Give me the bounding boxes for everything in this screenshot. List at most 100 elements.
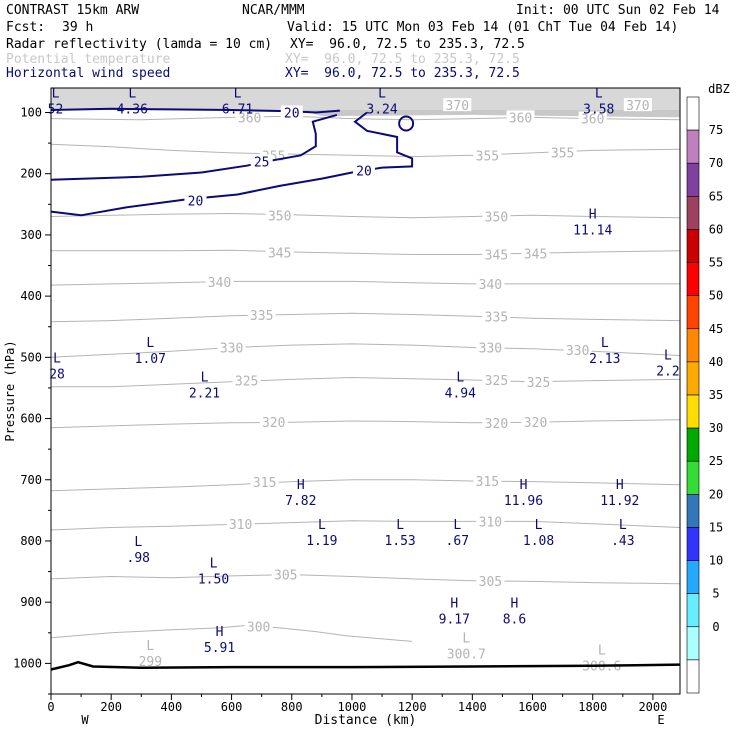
wind-contour-label: 25	[254, 155, 270, 170]
theta-label: 320	[485, 417, 508, 432]
theta-isentrope-360	[50, 115, 681, 121]
colorbar-label: 75	[709, 123, 723, 137]
colorbar-swatch	[686, 361, 700, 396]
wind-extremum-low-marker: L	[535, 518, 543, 533]
x-tick-label: 1400	[458, 700, 487, 714]
field-wind-xy: XY= 96.0, 72.5 to 235.3, 72.5	[285, 66, 520, 81]
wind-extremum-value: 3.58	[583, 102, 614, 117]
colorbar-label: 20	[709, 487, 723, 501]
theta-label: 340	[479, 278, 502, 293]
field-reflectivity-xy: XY= 96.0, 72.5 to 235.3, 72.5	[290, 37, 525, 52]
colorbar-label: 40	[709, 355, 723, 369]
colorbar-label: 5	[712, 587, 719, 601]
colorbar-swatch	[686, 494, 700, 528]
colorbar-swatch	[686, 460, 700, 495]
wind-extremum-value: 11.96	[504, 494, 543, 509]
theta-label: 315	[253, 476, 276, 491]
theta-label: 335	[485, 310, 508, 325]
theta-label-bg	[482, 415, 511, 429]
colorbar-swatch	[686, 394, 700, 429]
wind-extremum-low-marker: L	[396, 518, 404, 533]
theta-label: 330	[566, 344, 589, 359]
theta-label: 330	[220, 342, 243, 357]
wind-extremum-low-marker: L	[453, 518, 461, 533]
wind-contour-closed-small	[398, 115, 415, 132]
forecast-hour: 39 h	[62, 20, 94, 35]
colorbar-label: 30	[709, 421, 723, 435]
y-tick-label: 1000	[13, 656, 42, 670]
theta-label-bg	[482, 309, 511, 323]
theta-label: 370	[446, 99, 469, 114]
y-tick-label: 600	[20, 412, 42, 426]
theta-label-bg	[443, 98, 472, 112]
theta-label-bg	[563, 342, 592, 356]
y-tick-label: 700	[20, 473, 42, 487]
theta-label: 325	[235, 375, 258, 390]
theta-label: 335	[250, 309, 273, 324]
theta-label-bg	[524, 374, 553, 388]
theta-label-bg	[247, 308, 276, 322]
colorbar-swatch	[686, 560, 700, 594]
theta-label-bg	[578, 111, 607, 125]
theta-isentrope-320	[50, 419, 681, 429]
wind-extremum-low-marker: L	[456, 370, 464, 385]
theta-label: 320	[524, 416, 547, 431]
theta-label-bg	[482, 247, 511, 261]
x-tick-label: 600	[221, 700, 243, 714]
theta-label: 305	[274, 569, 297, 584]
wind-label-bg	[352, 163, 375, 177]
colorbar-swatch	[686, 295, 700, 330]
wind-extremum-value: 1.07	[135, 352, 166, 367]
theta-label-bg	[482, 372, 511, 386]
theta-isentrope-355	[50, 143, 681, 158]
wind-extremum-value: 6.71	[222, 102, 253, 117]
colorbar-swatch	[686, 162, 700, 197]
theta-extremum-low-marker: L	[146, 639, 154, 654]
theta-label: 300	[247, 621, 270, 636]
theta-label: 305	[479, 575, 502, 590]
wind-extremum-value: 1.08	[523, 534, 554, 549]
colorbar-swatch	[686, 129, 700, 164]
wind-extremum-value: 4.94	[445, 386, 476, 401]
wind-extremum-value: 1.53	[384, 534, 415, 549]
theta-label: 325	[485, 374, 508, 389]
y-tick-label: 100	[20, 105, 42, 119]
x-tick-label: 1800	[578, 700, 607, 714]
colorbar-label: 0	[712, 620, 719, 634]
wind-contour-label: 20	[188, 195, 204, 210]
wind-extremum-value: 2.21	[189, 386, 220, 401]
wind-extremum-high-marker: H	[511, 596, 519, 611]
theta-label-bg	[226, 516, 255, 530]
wind-contour-label: 20	[356, 165, 372, 180]
wind-extremum-value: 3.24	[366, 102, 397, 117]
colorbar-label: 25	[709, 454, 723, 468]
theta-label-bg	[506, 110, 535, 124]
wind-extremum-value: 7.82	[285, 494, 316, 509]
wind-contour-label: 20	[284, 106, 300, 121]
theta-label: 340	[208, 276, 231, 291]
wind-extremum-value: .43	[611, 534, 634, 549]
colorbar-label: 60	[709, 222, 723, 236]
x-axis-label: Distance (km)	[315, 713, 417, 728]
theta-label-bg	[476, 573, 505, 587]
colorbar-swatch	[686, 328, 700, 363]
theta-label-bg	[548, 145, 577, 159]
theta-label-bg	[476, 514, 505, 528]
theta-label: 310	[229, 518, 252, 533]
theta-isentrope-330	[50, 343, 681, 358]
theta-label: 355	[476, 149, 499, 164]
theta-label: 350	[485, 211, 508, 226]
theta-isentrope-315	[50, 479, 681, 492]
theta-isentrope-335	[50, 312, 681, 323]
wind-contour-25-1	[50, 113, 338, 181]
wind-extremum-low-marker: L	[595, 86, 603, 101]
x-tick-label: 1000	[338, 700, 367, 714]
colorbar-swatch	[686, 659, 700, 694]
wind-extremum-value: 11.14	[573, 224, 612, 239]
field-reflectivity-name: Radar reflectivity (lamda = 10 cm)	[6, 37, 273, 52]
colorbar-label: 15	[709, 520, 723, 534]
wind-extremum-value: 11.92	[600, 494, 639, 509]
wind-extremum-value: 2.2	[656, 364, 679, 379]
colorbar-swatch	[686, 229, 700, 263]
theta-label-bg	[259, 415, 288, 429]
